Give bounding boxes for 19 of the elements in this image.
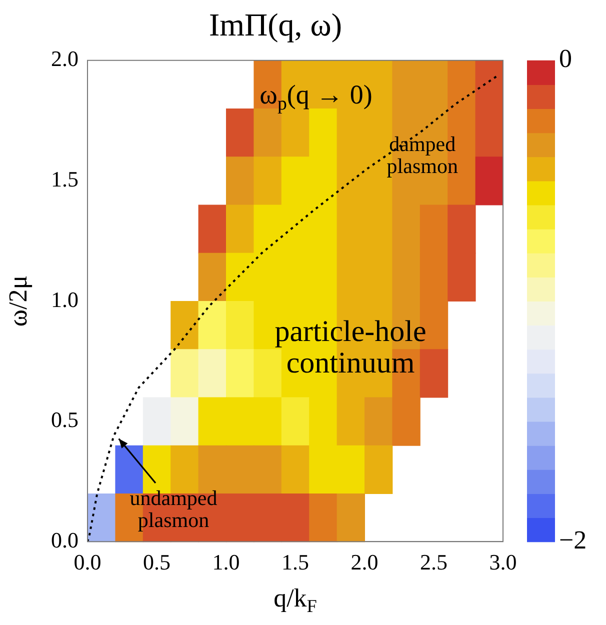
annotation: damped plasmon: [386, 132, 458, 178]
y-tick-label: 0.5: [51, 407, 78, 432]
x-tick-label: 1.0: [212, 550, 240, 575]
y-axis-title: ω/2μ: [3, 275, 32, 327]
x-tick-label: 2.5: [420, 550, 448, 575]
x-tick-label: 3.0: [489, 550, 517, 575]
x-tick-label: 2.0: [350, 550, 378, 575]
y-tick-label: 2.0: [51, 46, 78, 72]
x-tick-label: 0.5: [143, 550, 170, 575]
chart-title: ImΠ(q, ω): [208, 6, 342, 43]
color-bar-label: −2: [559, 525, 587, 554]
y-tick-label: 1.5: [51, 166, 78, 192]
annotation: particle-hole continuum: [274, 315, 426, 380]
annotation: undamped plasmon: [130, 486, 218, 532]
y-tick-label: 1.0: [51, 286, 78, 312]
x-tick-label: 0.0: [74, 550, 102, 575]
x-tick-label: 1.5: [282, 550, 309, 575]
color-bar-label: 0: [559, 44, 572, 74]
y-tick-label: 0.0: [51, 527, 78, 552]
